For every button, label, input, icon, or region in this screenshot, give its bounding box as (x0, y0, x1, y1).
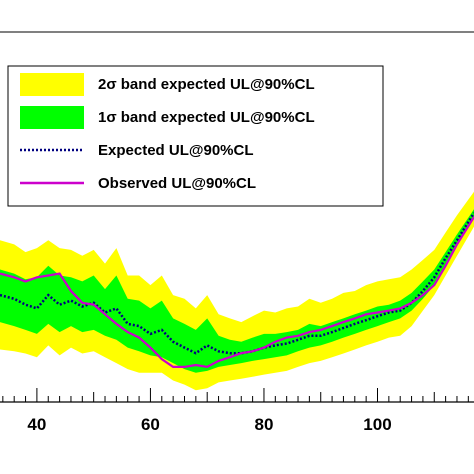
x-tick-label: 40 (27, 415, 46, 434)
legend-label: 2σ band expected UL@90%CL (98, 76, 315, 93)
x-tick-label: 60 (141, 415, 160, 434)
band-2sigma-swatch (20, 73, 84, 96)
x-tick-label: 100 (363, 415, 391, 434)
band-1sigma-swatch (20, 106, 84, 129)
limit-lines (0, 212, 474, 369)
observed-limit-line (0, 216, 474, 369)
expected-limit-line (0, 212, 474, 355)
x-axis-ticks (2, 388, 469, 402)
legend-label: Observed UL@90%CL (98, 175, 256, 192)
x-tick-label: 80 (255, 415, 274, 434)
legend: 2σ band expected UL@90%CL 1σ band expecte… (7, 65, 384, 207)
uncertainty-bands (0, 191, 474, 391)
x-axis-tick-labels: 40 60 80 100 (27, 415, 391, 434)
band-1sigma-area (0, 209, 474, 373)
legend-label: 1σ band expected UL@90%CL (98, 109, 315, 126)
legend-label: Expected UL@90%CL (98, 142, 254, 159)
